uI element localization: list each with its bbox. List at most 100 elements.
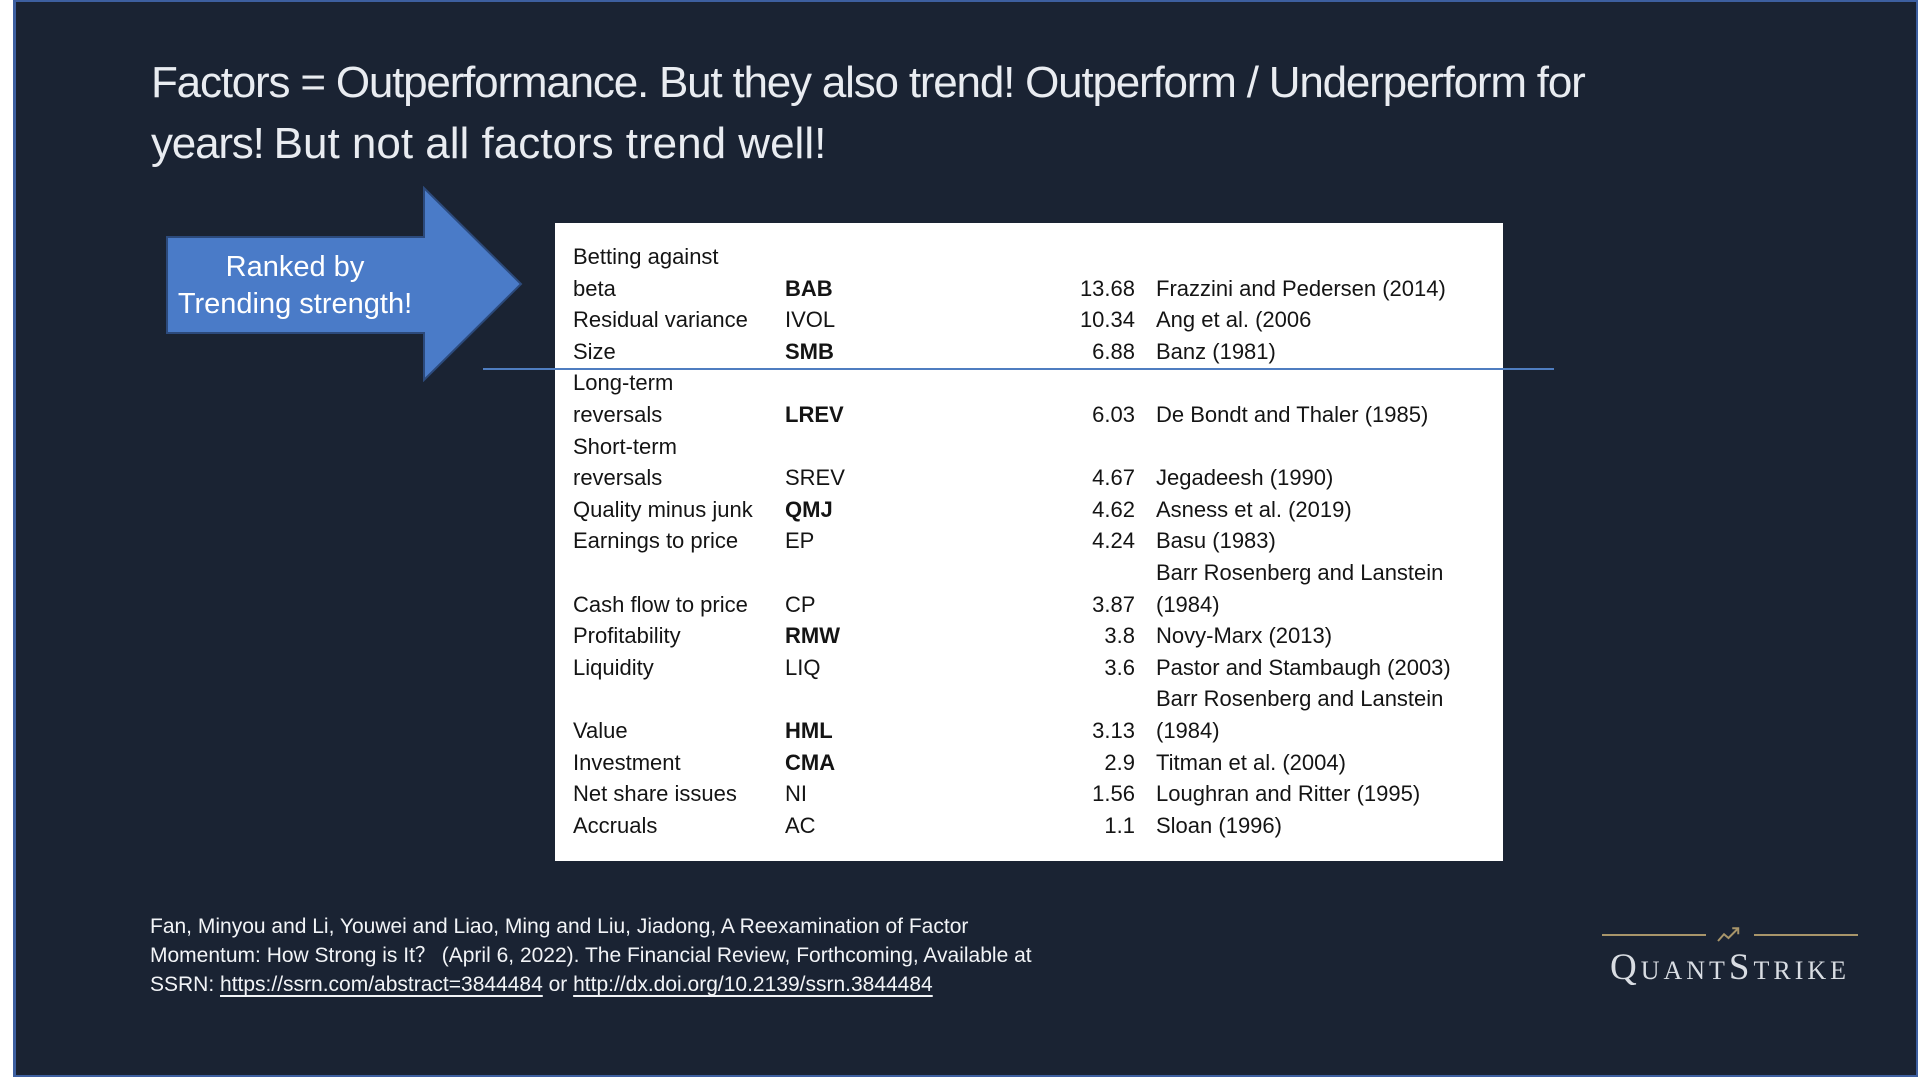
factor-tstat: 4.67 (1092, 465, 1135, 491)
factor-name: Size (573, 338, 616, 364)
factor-name: reversals (573, 401, 663, 427)
factor-name: Accruals (573, 812, 658, 838)
trend-arrow-icon (1717, 927, 1740, 942)
citation-line-3: SSRN: https://ssrn.com/abstract=3844484 … (150, 970, 1110, 999)
factor-tstat: 6.03 (1092, 401, 1135, 427)
factor-abbrev: HML (785, 717, 833, 743)
factor-citation: Loughran and Ritter (1995) (1156, 781, 1421, 807)
factor-name: Short-term (573, 433, 677, 459)
factor-tstat (1035, 241, 1135, 273)
factor-abbrev: EP (785, 528, 815, 554)
factor-abbrev: CP (785, 591, 816, 617)
factor-citation: Titman et al. (2004) (1156, 749, 1346, 775)
factor-abbrev (785, 241, 1035, 273)
factor-citation (1135, 241, 1503, 273)
factor-name: Earnings to price (573, 528, 739, 554)
factor-tstat: 13.68 (1079, 275, 1135, 301)
factor-abbrev: IVOL (785, 307, 836, 333)
factor-abbrev: SREV (785, 465, 845, 491)
factor-name: Quality minus junk (573, 496, 753, 522)
factor-citation: Jegadeesh (1990) (1156, 465, 1334, 491)
factor-abbrev: QMJ (785, 496, 833, 522)
table-row: Investment CMA 2.9 Titman et al. (2004) (573, 747, 1503, 779)
factor-name (573, 683, 785, 715)
factor-tstat: 1.1 (1104, 812, 1135, 838)
factor-abbrev (785, 431, 1035, 463)
factor-citation: Asness et al. (2019) (1156, 496, 1352, 522)
factor-table-body: Betting against beta BAB 13.68 Frazzini and … (573, 241, 1503, 841)
callout-line-2: Trending strength! (177, 288, 413, 320)
table-row: Value HML 3.13 (1984) (573, 715, 1503, 747)
table-row: Net share issues NI 1.56 Loughran and Ritte… (573, 778, 1503, 810)
title-line-2: years! But not all factors trend well! (151, 113, 1891, 174)
factor-abbrev (785, 367, 1035, 399)
factor-citation: De Bondt and Thaler (1985) (1156, 401, 1429, 427)
factor-tstat: 4.62 (1092, 496, 1135, 522)
table-row: Accruals AC 1.1 Sloan (1996) (573, 810, 1503, 842)
callout-line-1: Ranked by (225, 251, 365, 283)
logo-text: QuantStrike (1609, 947, 1851, 988)
factor-abbrev: SMB (785, 338, 834, 364)
slide-title: Factors = Outperformance. But they also … (151, 52, 1891, 174)
factor-name: beta (573, 275, 616, 301)
logo-rule-right (1754, 934, 1858, 936)
table-row: Liquidity LIQ 3.6 Pastor and Stambaugh (200… (573, 652, 1503, 684)
title-line-1-text: Factors = Outperformance. But they also … (151, 58, 1586, 107)
factor-tstat (1035, 557, 1135, 589)
table-row: Barr Rosenberg and Lanstein (573, 557, 1503, 589)
title-line-2-thin: years! (151, 119, 265, 168)
table-row: Long-term (573, 367, 1503, 399)
factor-tstat: 3.6 (1104, 654, 1135, 680)
factor-citation: Novy-Marx (2013) (1156, 623, 1333, 649)
factor-name: Investment (573, 749, 681, 775)
factor-name: reversals (573, 465, 663, 491)
doi-link[interactable]: http://dx.doi.org/10.2139/ssrn.3844484 (573, 973, 933, 996)
factor-tstat: 4.24 (1092, 528, 1135, 554)
title-line-2-regular: But not all factors trend well! (273, 119, 827, 168)
factor-name: Net share issues (573, 781, 737, 807)
factor-citation: (1984) (1156, 591, 1220, 617)
factor-citation: Pastor and Stambaugh (2003) (1156, 654, 1451, 680)
factor-tstat: 2.9 (1104, 749, 1135, 775)
factor-tstat: 3.8 (1104, 623, 1135, 649)
quantstrike-logo: QuantStrike (1602, 927, 1858, 989)
callout-arrow (166, 186, 523, 382)
factor-tstat (1035, 683, 1135, 715)
factor-name: Value (573, 717, 628, 743)
factor-tstat: 3.13 (1092, 717, 1135, 743)
factor-citation: Frazzini and Pedersen (2014) (1156, 275, 1446, 301)
citation-line-1: Fan, Minyou and Li, Youwei and Liao, Min… (150, 915, 969, 938)
factor-abbrev (785, 557, 1035, 589)
table-row: Cash flow to price CP 3.87 (1984) (573, 589, 1503, 621)
factor-citation: Banz (1981) (1156, 338, 1276, 364)
factor-name: Residual variance (573, 307, 748, 333)
factor-name: Long-term (573, 370, 674, 396)
title-line-1: Factors = Outperformance. But they also … (151, 52, 1891, 113)
factor-abbrev: AC (785, 812, 816, 838)
table-row: Size SMB 6.88 Banz (1981) (573, 336, 1503, 368)
table-row: beta BAB 13.68 Frazzini and Pedersen (2014) (573, 273, 1503, 305)
table-row: Residual variance IVOL 10.34 Ang et al. (20… (573, 304, 1503, 336)
factor-abbrev: NI (785, 781, 807, 807)
callout-text: Ranked by Trending strength! (166, 237, 424, 335)
factor-tstat (1035, 367, 1135, 399)
factor-name: Liquidity (573, 654, 654, 680)
factor-abbrev: CMA (785, 749, 836, 775)
factor-abbrev: LREV (785, 401, 844, 427)
footer-citation: Fan, Minyou and Li, Youwei and Liao, Min… (150, 912, 1110, 999)
table-row: Betting against (573, 241, 1503, 273)
table-row: reversals LREV 6.03 De Bondt and Thaler (19… (573, 399, 1503, 431)
citation-line-2: Momentum: How Strong is It？ (April 6, 20… (150, 944, 1032, 967)
table-row: Barr Rosenberg and Lanstein (573, 683, 1503, 715)
factor-name: Cash flow to price (573, 591, 748, 617)
factor-citation (1135, 367, 1503, 399)
table-row: reversals SREV 4.67 Jegadeesh (1990) (573, 462, 1503, 494)
ssrn-link[interactable]: https://ssrn.com/abstract=3844484 (220, 973, 543, 996)
table-row: Earnings to price EP 4.24 Basu (1983) (573, 525, 1503, 557)
factor-name: Profitability (573, 623, 681, 649)
factor-name: Betting against (573, 244, 719, 269)
factor-abbrev: LIQ (785, 654, 821, 680)
citation-or: or (542, 973, 574, 996)
factor-abbrev: BAB (785, 275, 833, 301)
citation-ssrn-prefix: SSRN: (150, 973, 221, 996)
